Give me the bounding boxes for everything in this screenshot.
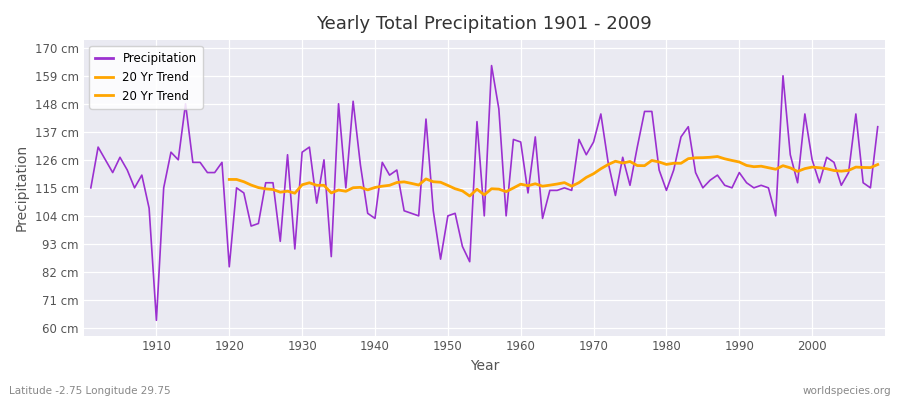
Precipitation bbox=[523, 190, 534, 195]
Text: Latitude -2.75 Longitude 29.75: Latitude -2.75 Longitude 29.75 bbox=[9, 386, 171, 396]
Precipitation bbox=[530, 134, 541, 139]
20 Yr Trend bbox=[304, 180, 315, 185]
20 Yr Trend bbox=[516, 182, 526, 186]
Legend: Precipitation, 20 Yr Trend, 20 Yr Trend: Precipitation, 20 Yr Trend, 20 Yr Trend bbox=[89, 46, 202, 109]
Precipitation bbox=[86, 186, 96, 190]
20 Yr Trend bbox=[508, 186, 518, 190]
Line: Precipitation: Precipitation bbox=[91, 66, 878, 320]
Precipitation bbox=[151, 318, 162, 323]
Precipitation bbox=[311, 201, 322, 206]
Line: 20 Yr Trend: 20 Yr Trend bbox=[230, 156, 878, 196]
20 Yr Trend bbox=[347, 185, 358, 190]
Precipitation bbox=[144, 206, 155, 211]
X-axis label: Year: Year bbox=[470, 359, 499, 373]
Precipitation bbox=[355, 162, 365, 167]
Precipitation bbox=[486, 63, 497, 68]
20 Yr Trend bbox=[872, 162, 883, 167]
Title: Yearly Total Precipitation 1901 - 2009: Yearly Total Precipitation 1901 - 2009 bbox=[317, 15, 652, 33]
Y-axis label: Precipitation: Precipitation bbox=[15, 144, 29, 232]
Precipitation bbox=[617, 155, 628, 160]
Precipitation bbox=[872, 124, 883, 129]
20 Yr Trend bbox=[603, 162, 614, 167]
Text: worldspecies.org: worldspecies.org bbox=[803, 386, 891, 396]
